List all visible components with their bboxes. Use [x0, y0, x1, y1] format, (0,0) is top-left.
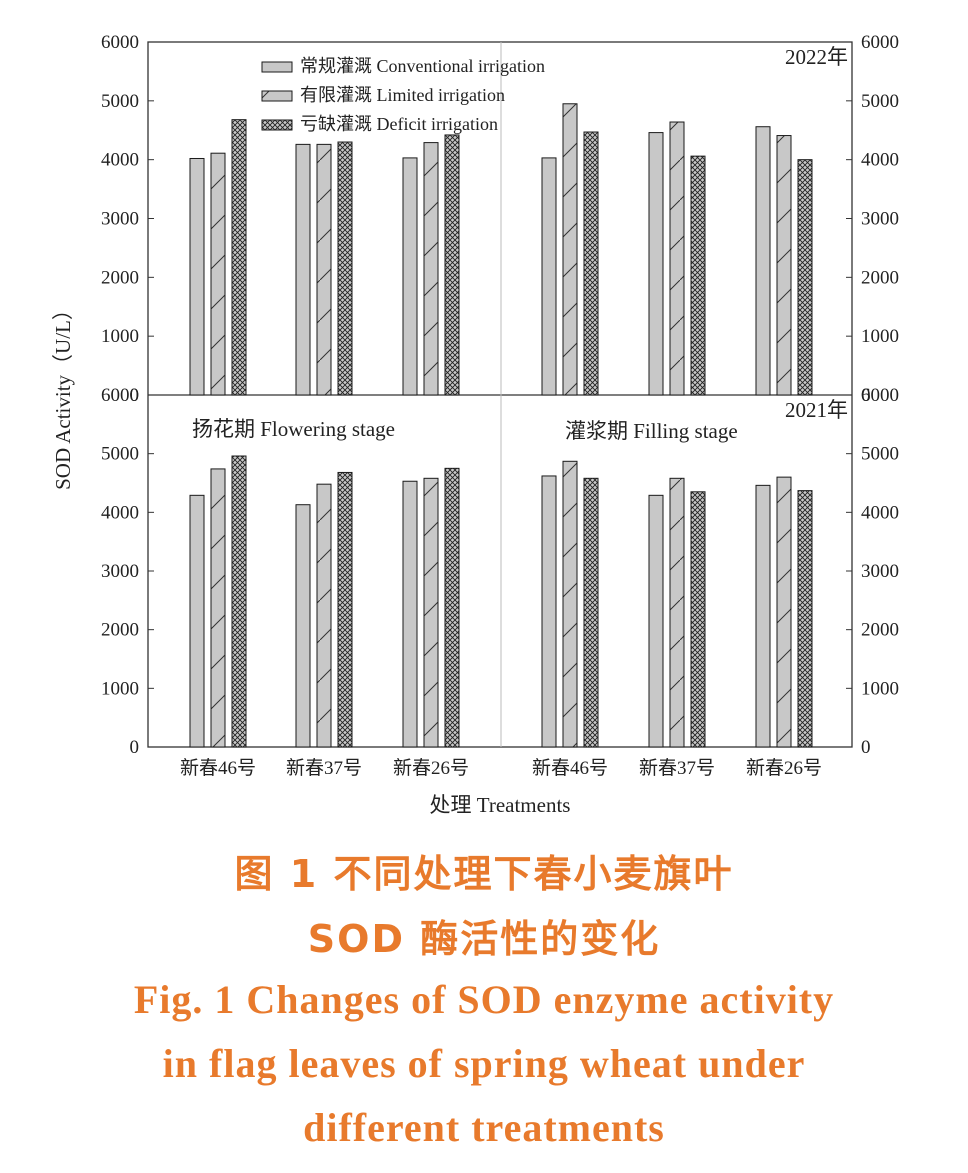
bar [755, 484, 771, 748]
caption-zh-line2: SOD 酶活性的变化 [307, 917, 661, 961]
caption-en-line3: different treatments [303, 1105, 665, 1150]
bar [189, 157, 205, 396]
caption-en-line2: in flag leaves of spring wheat under [162, 1041, 806, 1086]
sod-activity-chart: 0 0 1000 1000 2000 2000 3000 3000 4000 4000 5000 50… [51, 32, 899, 817]
y-tick-label-left: 4000 [101, 502, 139, 523]
y-tick-label-right: 2000 [861, 620, 899, 641]
caption-en-line1: Fig. 1 Changes of SOD enzyme activity [133, 977, 835, 1022]
category-label: 新春37号 [286, 757, 362, 779]
y-tick-label-left: 6000 [101, 32, 139, 53]
bar [776, 135, 792, 396]
y-tick-label-right: 2000 [861, 267, 899, 288]
y-tick-label-left: 6000 [101, 385, 139, 406]
bar [583, 477, 599, 748]
y-tick-label-right: 5000 [861, 444, 899, 465]
y-tick-label-right: 1000 [861, 326, 899, 347]
y-tick-label-left: 0 [130, 737, 140, 758]
y-tick-label-left: 5000 [101, 444, 139, 465]
y-tick-label-right: 4000 [861, 150, 899, 171]
x-axis-title: 处理 Treatments [430, 793, 571, 817]
bar [402, 480, 418, 748]
y-tick-label-right: 4000 [861, 502, 899, 523]
category-label: 新春26号 [393, 757, 469, 779]
bar [648, 132, 664, 396]
bar [669, 121, 685, 396]
y-tick-label-right: 1000 [861, 678, 899, 699]
bar [690, 491, 706, 748]
stage-label: 灌浆期 Filling stage [565, 419, 738, 443]
bar [316, 143, 332, 396]
legend-swatch [261, 119, 293, 131]
y-tick-label-left: 1000 [101, 326, 139, 347]
bar [562, 103, 578, 396]
bar [295, 504, 311, 748]
y-tick-label-right: 0 [861, 385, 871, 406]
bar [797, 490, 813, 748]
y-tick-label-right: 3000 [861, 561, 899, 582]
stage-label: 扬花期 Flowering stage [192, 417, 395, 441]
y-tick-label-left: 2000 [101, 267, 139, 288]
panel-year-label: 2022年 [785, 45, 848, 69]
y-tick-label-left: 3000 [101, 561, 139, 582]
bar [337, 471, 353, 748]
caption-zh-line1: 图 1 不同处理下春小麦旗叶 [234, 852, 734, 896]
bar [541, 157, 557, 396]
bar [776, 476, 792, 748]
y-tick-label-left: 4000 [101, 150, 139, 171]
bar [669, 477, 685, 748]
bar [210, 468, 226, 748]
legend-label: 有限灌溉 Limited irrigation [300, 85, 505, 105]
bar [337, 141, 353, 396]
y-tick-label-right: 0 [861, 737, 871, 758]
y-tick-label-right: 6000 [861, 32, 899, 53]
bar [402, 157, 418, 396]
legend-label: 亏缺灌溉 Deficit irrigation [300, 114, 498, 134]
bar [231, 455, 247, 748]
bar [541, 475, 557, 748]
bar [210, 152, 226, 396]
legend-swatch [261, 61, 293, 73]
y-tick-label-right: 6000 [861, 385, 899, 406]
bar [231, 119, 247, 396]
bar [444, 467, 460, 748]
y-axis-title: SOD Activity（U/L） [51, 299, 75, 490]
bar [797, 159, 813, 396]
bar [295, 143, 311, 396]
panel-year-label: 2021年 [785, 398, 848, 422]
bar [583, 131, 599, 396]
bar [690, 155, 706, 396]
category-label: 新春46号 [180, 757, 256, 779]
bar [755, 126, 771, 396]
legend-label: 常规灌溉 Conventional irrigation [300, 56, 545, 76]
bar [648, 494, 664, 748]
bar [189, 494, 205, 748]
category-label: 新春46号 [532, 757, 608, 779]
bar [562, 460, 578, 748]
y-tick-label-right: 3000 [861, 209, 899, 230]
legend-swatch [261, 90, 293, 102]
bar [423, 477, 439, 748]
category-label: 新春26号 [746, 757, 822, 779]
y-tick-label-left: 0 [130, 385, 140, 406]
bar [423, 142, 439, 396]
y-tick-label-left: 3000 [101, 209, 139, 230]
bar [316, 483, 332, 748]
category-label: 新春37号 [639, 757, 715, 779]
y-tick-label-left: 5000 [101, 91, 139, 112]
y-tick-label-left: 1000 [101, 678, 139, 699]
y-tick-label-left: 2000 [101, 620, 139, 641]
y-tick-label-right: 5000 [861, 91, 899, 112]
bar [444, 134, 460, 396]
